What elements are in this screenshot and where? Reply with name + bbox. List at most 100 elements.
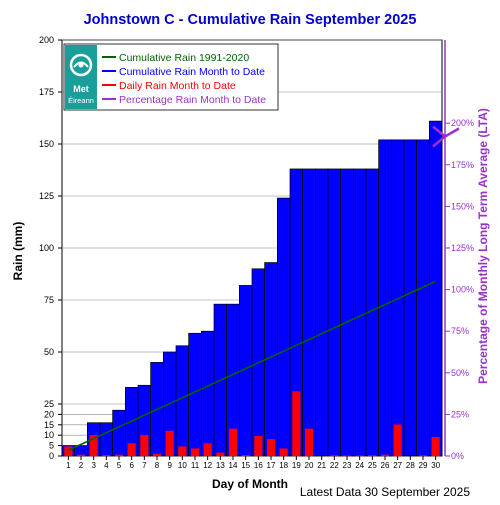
cumulative-bar (176, 346, 189, 456)
y-tick-label: 10 (44, 430, 54, 440)
x-tick-label: 10 (178, 461, 187, 470)
cumulative-bar (391, 140, 404, 456)
daily-bar (128, 444, 136, 456)
y2-tick-label: 175% (451, 160, 474, 170)
cumulative-bar (353, 169, 366, 456)
y-axis-label: Rain (mm) (11, 222, 25, 281)
y2-tick-label: 0% (451, 451, 464, 461)
cumulative-bar (113, 410, 126, 456)
y2-tick-label: 150% (451, 201, 474, 211)
x-tick-label: 21 (317, 461, 326, 470)
cumulative-bar (404, 140, 417, 456)
daily-bar (204, 444, 212, 456)
daily-bar (65, 447, 73, 456)
daily-bar (217, 453, 225, 456)
x-tick-label: 8 (155, 461, 160, 470)
y-tick-label: 75 (44, 295, 54, 305)
x-tick-label: 23 (343, 461, 352, 470)
x-tick-label: 12 (203, 461, 212, 470)
x-tick-label: 24 (355, 461, 364, 470)
y2-tick-label: 125% (451, 243, 474, 253)
x-tick-label: 28 (406, 461, 415, 470)
x-tick-label: 11 (191, 461, 200, 470)
daily-bar (77, 455, 85, 456)
x-tick-label: 20 (305, 461, 314, 470)
daily-bar (179, 447, 187, 456)
legend-label: Daily Rain Month to Date (119, 80, 236, 92)
x-tick-label: 30 (431, 461, 440, 470)
daily-bar (103, 455, 111, 456)
daily-bar (191, 449, 199, 456)
x-tick-label: 3 (91, 461, 96, 470)
latest-data-note: Latest Data 30 September 2025 (300, 485, 470, 499)
logo-swirl-dot (79, 63, 84, 68)
x-tick-label: 15 (241, 461, 250, 470)
x-tick-label: 17 (267, 461, 276, 470)
y-tick-label: 0 (49, 451, 54, 461)
daily-bar (280, 449, 288, 456)
x-tick-label: 27 (393, 461, 402, 470)
y-tick-label: 5 (49, 441, 54, 451)
y2-tick-label: 25% (451, 409, 469, 419)
y2-tick-label: 100% (451, 285, 474, 295)
cumulative-bar (201, 331, 214, 456)
percentage-indicator-tail (445, 129, 459, 137)
legend-label: Cumulative Rain 1991-2020 (119, 52, 249, 64)
cumulative-bar (277, 198, 290, 456)
y-tick-label: 125 (39, 191, 54, 201)
x-tick-label: 25 (368, 461, 377, 470)
cumulative-bar (303, 169, 316, 456)
x-tick-label: 18 (279, 461, 288, 470)
daily-bar (293, 392, 301, 456)
y2-axis-label: Percentage of Monthly Long Term Average … (476, 108, 490, 384)
x-tick-label: 16 (254, 461, 263, 470)
x-tick-label: 5 (117, 461, 122, 470)
legend-label: Cumulative Rain Month to Date (119, 66, 265, 78)
cumulative-bar (341, 169, 354, 456)
x-tick-label: 7 (142, 461, 147, 470)
cumulative-bar (379, 140, 392, 456)
x-tick-label: 1 (66, 461, 71, 470)
y-tick-label: 20 (44, 409, 54, 419)
legend-label: Percentage Rain Month to Date (119, 94, 266, 106)
y-tick-label: 100 (39, 243, 54, 253)
y2-tick-label: 75% (451, 326, 469, 336)
x-tick-label: 22 (330, 461, 339, 470)
logo-text-eireann: Éireann (68, 96, 94, 105)
y-tick-label: 50 (44, 347, 54, 357)
x-tick-label: 29 (419, 461, 428, 470)
logo-text-met: Met (73, 84, 89, 94)
y-tick-label: 200 (39, 35, 54, 45)
x-axis-label: Day of Month (212, 477, 288, 491)
daily-bar (255, 436, 263, 456)
cumulative-bar (100, 423, 113, 456)
daily-bar (305, 429, 313, 456)
daily-bar (153, 454, 161, 456)
x-tick-label: 19 (292, 461, 301, 470)
daily-bar (432, 437, 440, 456)
y-tick-label: 150 (39, 139, 54, 149)
x-tick-label: 13 (216, 461, 225, 470)
x-tick-label: 2 (79, 461, 84, 470)
daily-bar (242, 455, 250, 456)
x-tick-label: 26 (381, 461, 390, 470)
daily-bar (229, 429, 237, 456)
daily-bar (267, 439, 275, 456)
daily-bar (381, 455, 389, 456)
y2-tick-label: 200% (451, 118, 474, 128)
y2-tick-label: 50% (451, 368, 469, 378)
cumulative-bar (429, 121, 442, 456)
daily-bar (115, 455, 123, 456)
daily-bar (166, 431, 174, 456)
cumulative-bar (417, 140, 430, 456)
x-tick-label: 6 (129, 461, 134, 470)
x-tick-label: 4 (104, 461, 109, 470)
y-tick-label: 175 (39, 87, 54, 97)
x-tick-label: 14 (229, 461, 238, 470)
daily-bar (141, 435, 149, 456)
x-tick-label: 9 (167, 461, 172, 470)
cumulative-bar (328, 169, 341, 456)
cumulative-bar (315, 169, 328, 456)
